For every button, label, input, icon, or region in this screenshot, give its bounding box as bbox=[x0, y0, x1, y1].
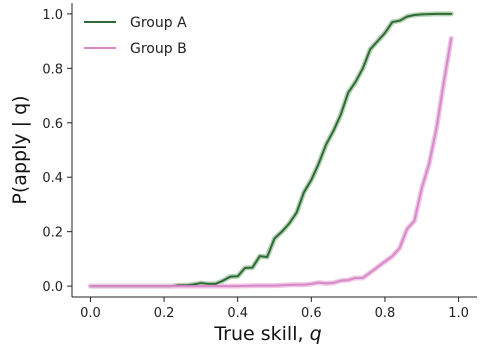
x-axis-label-variable: q bbox=[310, 323, 322, 345]
group-b-line bbox=[89, 37, 453, 288]
y-tick-label: 0.6 bbox=[42, 117, 63, 132]
legend: Group A Group B bbox=[84, 15, 187, 57]
y-tick-label: 1.0 bbox=[42, 8, 63, 23]
y-tick-label: 0.4 bbox=[42, 171, 63, 186]
x-tick-label: 0.0 bbox=[80, 306, 101, 321]
x-axis-label: True skill, q bbox=[213, 323, 321, 345]
x-axis-label-text: True skill, bbox=[213, 323, 309, 345]
x-tick-label: 0.2 bbox=[154, 306, 175, 321]
x-tick-label: 0.8 bbox=[375, 306, 396, 321]
x-tick-label: 0.4 bbox=[227, 306, 248, 321]
y-tick-label: 0.8 bbox=[42, 62, 63, 77]
x-axis-ticks: 0.0 0.2 0.4 0.6 0.8 1.0 bbox=[80, 297, 469, 321]
x-tick-label: 1.0 bbox=[448, 306, 469, 321]
y-tick-label: 0.0 bbox=[42, 280, 63, 295]
group-a-line bbox=[89, 12, 453, 288]
x-tick-label: 0.6 bbox=[301, 306, 322, 321]
series-lines bbox=[89, 12, 453, 288]
y-axis-label: P(apply | q) bbox=[9, 95, 31, 204]
group-a-legend-label: Group A bbox=[130, 15, 187, 31]
group-b-legend-label: Group B bbox=[130, 41, 187, 57]
y-tick-label: 0.2 bbox=[42, 226, 63, 241]
y-axis-ticks: 0.0 0.2 0.4 0.6 0.8 1.0 bbox=[42, 8, 72, 295]
